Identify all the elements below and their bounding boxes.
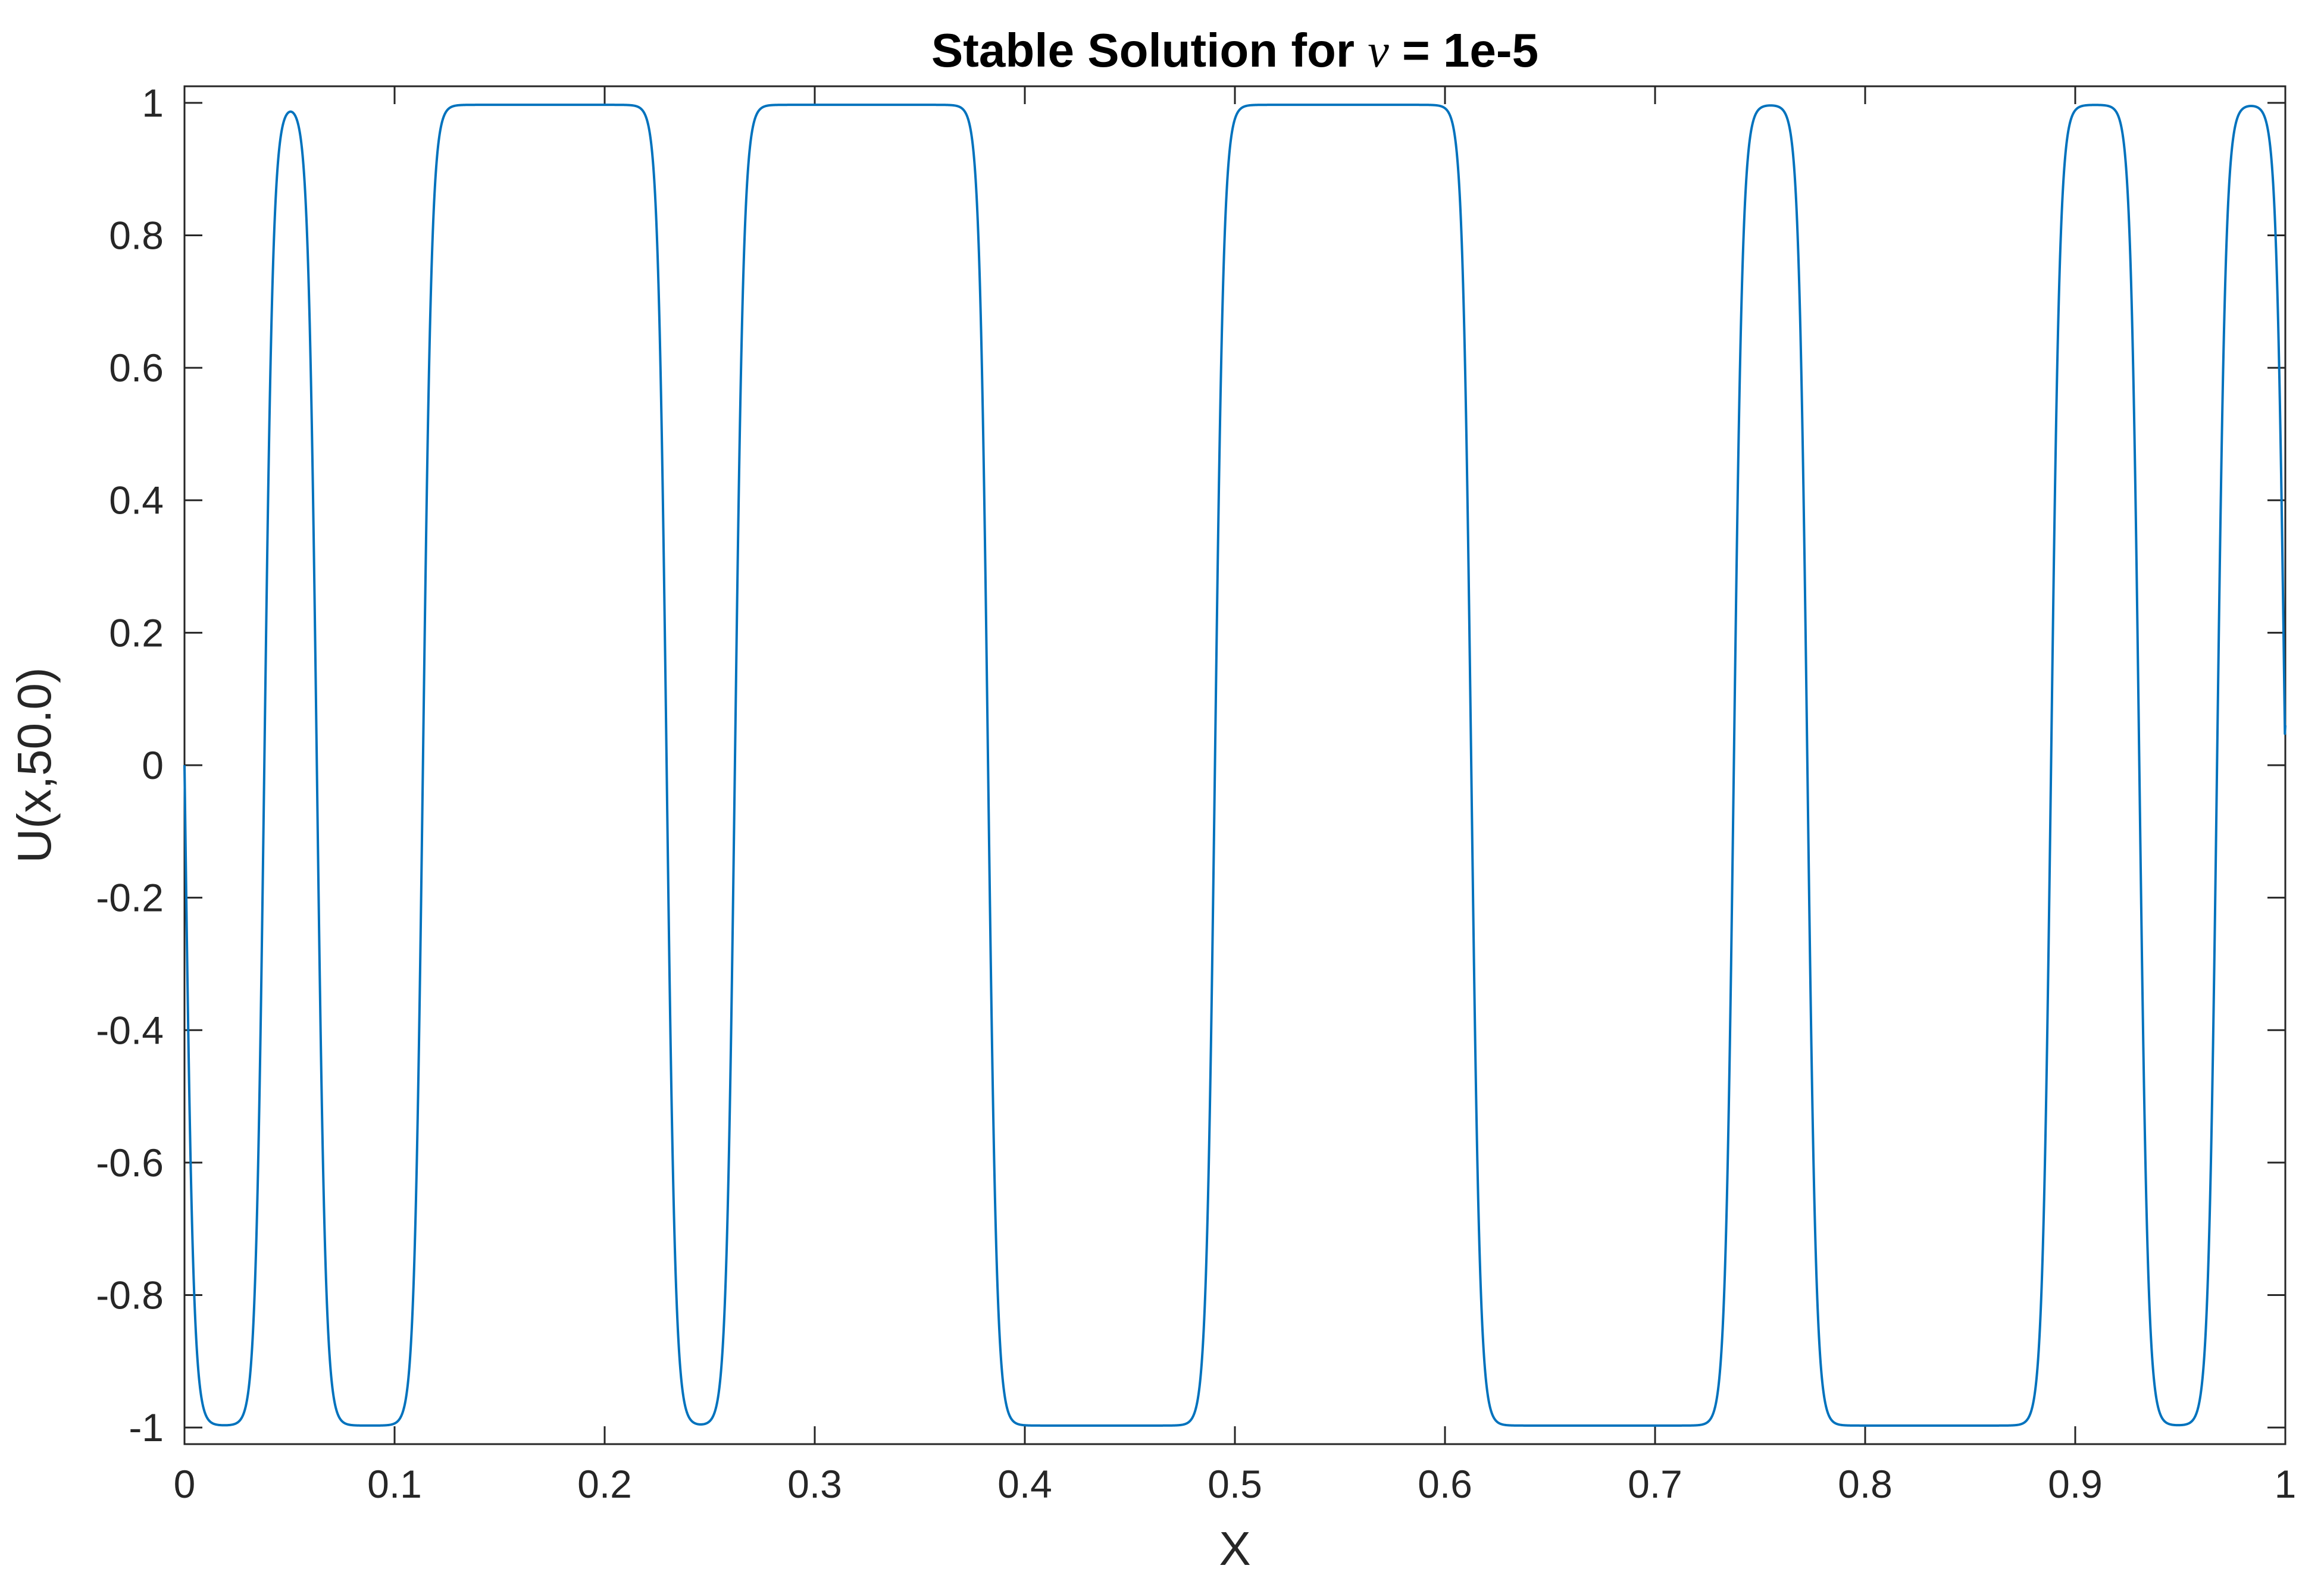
y-tick-labels: 1 0.8 0.6 0.4 0.2 0 -0.2 -0.4 -0.6 -0.8 -1 <box>96 81 164 1449</box>
x-tick-label: 0.9 <box>2048 1462 2103 1506</box>
series-line <box>183 104 2287 1427</box>
x-tick-label: 1 <box>2275 1462 2297 1506</box>
chart-title-suffix: = 1e-5 <box>1389 24 1538 77</box>
x-tick-label: 0.3 <box>787 1462 842 1506</box>
x-tick-label: 0.8 <box>1838 1462 1893 1506</box>
y-axis-label: U(x,50.0) <box>8 668 61 863</box>
y-tick-label: 0.4 <box>109 478 164 522</box>
y-tick-label: -0.4 <box>96 1008 164 1052</box>
x-tick-label: 0.7 <box>1628 1462 1682 1506</box>
x-tick-label: 0.6 <box>1418 1462 1472 1506</box>
x-tick-label: 0.1 <box>367 1462 422 1506</box>
x-tick-labels: 0 0.1 0.2 0.3 0.4 0.5 0.6 0.7 0.8 0.9 1 <box>174 1462 2297 1506</box>
plot-area <box>184 86 2285 1444</box>
chart-title-symbol: ν <box>1368 25 1389 77</box>
y-tick-label: -0.8 <box>96 1273 164 1317</box>
y-tick-label: -0.6 <box>96 1141 164 1185</box>
y-tick-label: 0.8 <box>109 213 164 257</box>
y-tick-label: 0.2 <box>109 610 164 655</box>
x-tick-label: 0.5 <box>1208 1462 1262 1506</box>
y-tick-label: -0.2 <box>96 876 164 920</box>
x-tick-label: 0.2 <box>577 1462 632 1506</box>
x-tick-label: 0 <box>174 1462 196 1506</box>
y-tick-label: 0.6 <box>109 346 164 390</box>
tick-marks <box>183 86 2287 1444</box>
x-tick-label: 0.4 <box>997 1462 1052 1506</box>
chart-title-prefix: Stable Solution for <box>931 24 1368 77</box>
y-tick-label: 1 <box>142 81 164 125</box>
x-axis-label: X <box>1219 1522 1250 1575</box>
y-tick-label: -1 <box>129 1405 164 1449</box>
chart-title: Stable Solution for ν = 1e-5 <box>931 24 1538 77</box>
y-tick-label: 0 <box>142 743 164 787</box>
